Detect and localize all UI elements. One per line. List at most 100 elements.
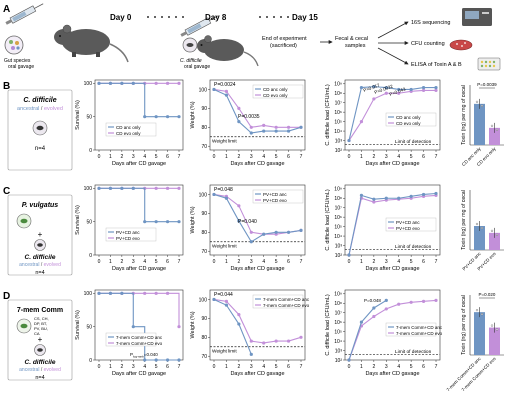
data-point: [97, 81, 101, 85]
y-tick-label: 90: [201, 106, 207, 112]
data-point: [131, 186, 135, 190]
legend-label-evo: CD evo only: [263, 93, 288, 98]
data-point: [154, 220, 158, 224]
series-line-evo: [99, 292, 180, 327]
data-point: [237, 106, 241, 110]
survival-chart: 100 50 00 1 2 3 4 5 6 7 Days after CD gavage Surviv…: [75, 184, 184, 272]
bacterium-icon: [34, 344, 46, 356]
legend-frame: [252, 84, 304, 99]
x-tick-label: 0: [348, 259, 351, 265]
data-point: [131, 325, 135, 329]
x-tick-label: 5: [410, 154, 413, 160]
data-point: [143, 291, 147, 295]
n-label: n=4: [35, 375, 44, 381]
y-tick-label: 10³: [335, 138, 343, 144]
ancevo-label: ancestral / evolved: [17, 106, 63, 112]
y-tick-label: 10⁶: [334, 320, 342, 326]
x-tick-label: 7: [300, 259, 303, 265]
load-chart: 10⁹ 10⁸ 10⁷ 10⁶ 10⁵ 10⁴ 10³ 10² 0 1 2 3 4 5 6 7 Days aft…: [325, 79, 441, 167]
cd-label: C. difficile: [25, 254, 56, 261]
x-tick-label: 1: [225, 154, 228, 160]
x-tick-label: 1: [109, 364, 112, 370]
detection-limit-label: Limit of detection: [395, 349, 432, 355]
series-line-anc: [213, 193, 302, 243]
data-point: [237, 312, 241, 317]
plot-frame: [344, 289, 441, 361]
legend-frame: [252, 189, 304, 204]
x-tick-label: 6: [166, 154, 169, 160]
x-axis-label: Days after CD gavage: [230, 371, 284, 377]
legend-label-evo: 7-mem Comm+CD evo: [396, 331, 443, 336]
x-tick-label: 4: [262, 259, 265, 265]
series-line-anc: [213, 298, 252, 355]
plot-frame: [344, 184, 441, 256]
gavage1-line1: Gut species: [4, 58, 31, 64]
panel-letter: C: [3, 186, 10, 197]
x-tick-label: 2: [237, 154, 240, 160]
x-tick-label: 2: [120, 259, 123, 265]
legend-label-anc: 7-mem Comm+CD anc: [116, 335, 163, 340]
y-axis-label: Survival (%): [75, 205, 81, 235]
data-point: [475, 309, 479, 312]
x-axis-label: Days after CD gavage: [365, 266, 419, 272]
x-tick-label: 0: [213, 259, 216, 265]
data-point: [177, 325, 181, 329]
y-tick-label: 10³: [335, 243, 343, 249]
y-axis-label: Survival (%): [75, 310, 81, 340]
data-point: [299, 228, 303, 233]
y-tick-label: 10³: [335, 348, 343, 354]
data-point: [262, 232, 266, 236]
legend-frame: [385, 217, 437, 232]
data-point: [177, 220, 181, 224]
panel-a: A Gut species oral gavage Da: [3, 3, 501, 71]
x-axis-label: Days after CD gavage: [365, 371, 419, 377]
x-tick-label: 3: [385, 259, 388, 265]
y-tick-label: 100: [199, 297, 208, 303]
y-tick-label: 90: [201, 316, 207, 322]
data-point: [434, 85, 438, 90]
x-tick-label: 0: [213, 364, 216, 370]
sequencer-icon: [462, 8, 492, 26]
legend-label-anc: CD anc only: [263, 87, 288, 92]
n-label: n=4: [35, 146, 46, 152]
y-tick-label: 80: [201, 125, 207, 131]
y-tick-label: 10⁴: [334, 234, 342, 240]
data-point: [237, 322, 241, 326]
panel-letter-a: A: [3, 4, 10, 15]
member-list-line: DP, BT,: [34, 321, 47, 326]
weight-chart: 100 90 80 70 0 1 2 3 4 5 6 7 Days after CD gavage Wei…: [190, 289, 310, 377]
data-point: [434, 88, 438, 93]
x-tick-label: 1: [109, 259, 112, 265]
data-point: [177, 115, 181, 119]
data-point: [249, 230, 253, 234]
y-tick-label: 10⁹: [334, 292, 342, 298]
member-list-line: CS, CH,: [34, 316, 49, 321]
y-tick-label: 100: [84, 81, 93, 87]
x-tick-label: 7: [435, 364, 438, 370]
data-point: [262, 341, 266, 345]
detection-limit-label: Limit of detection: [395, 139, 432, 145]
x-tick-label: 3: [385, 154, 388, 160]
weight-p-value: P=0.0035: [238, 114, 260, 120]
data-point: [397, 196, 401, 200]
n-label: n=4: [35, 270, 44, 276]
y-tick-label: 50: [86, 219, 92, 225]
series-line-evo: [213, 88, 301, 128]
legend-frame: [105, 227, 157, 242]
data-point: [97, 291, 101, 295]
series-line-anc: [213, 88, 302, 134]
data-point: [120, 81, 124, 85]
data-point: [154, 81, 158, 85]
data-point: [120, 291, 124, 295]
y-tick-label: 100: [199, 192, 208, 198]
panel-letter: B: [3, 81, 10, 92]
y-tick-label: 0: [89, 253, 92, 259]
data-point: [274, 339, 278, 343]
series-line-evo: [348, 194, 437, 256]
data-point: [224, 89, 229, 93]
data-point: [249, 125, 253, 129]
x-tick-label: 3: [250, 154, 253, 160]
plot-frame: [94, 79, 184, 151]
